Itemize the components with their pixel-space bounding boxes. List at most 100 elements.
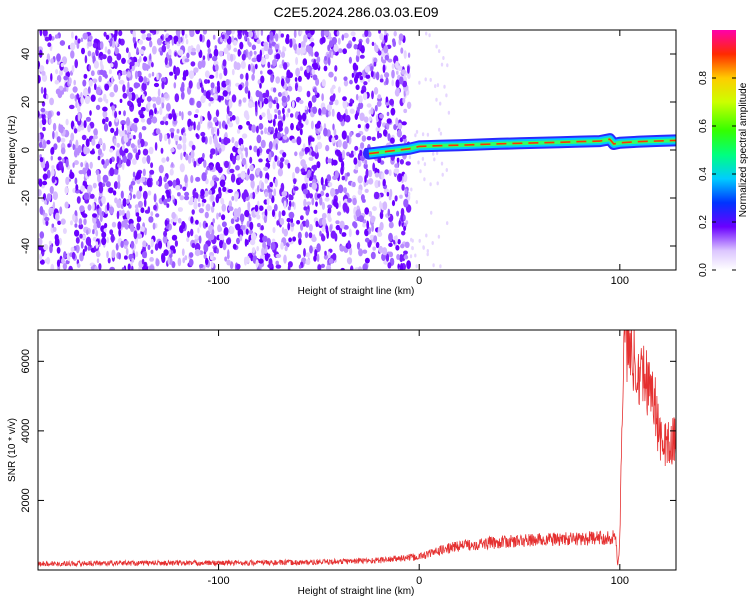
noise-speck <box>111 75 114 85</box>
noise-speck <box>225 30 232 36</box>
noise-speck <box>254 100 258 107</box>
noise-speck <box>297 231 302 240</box>
noise-speck <box>86 229 89 236</box>
noise-speck <box>358 215 365 223</box>
noise-speck <box>337 37 341 45</box>
noise-speck <box>156 38 163 46</box>
noise-speck <box>294 77 298 82</box>
noise-speck <box>203 253 207 260</box>
noise-speck <box>215 109 220 117</box>
noise-speck <box>371 223 374 232</box>
noise-speck <box>346 172 350 177</box>
noise-speck <box>74 229 80 237</box>
noise-speck <box>304 163 308 172</box>
noise-speck <box>321 234 326 242</box>
noise-speck <box>105 98 109 104</box>
noise-speck <box>111 221 117 228</box>
noise-speck <box>436 181 439 186</box>
noise-speck <box>321 184 326 191</box>
noise-speck <box>321 36 326 44</box>
noise-speck <box>224 124 228 130</box>
noise-speck <box>82 213 88 218</box>
noise-speck <box>321 201 325 210</box>
noise-speck <box>179 163 185 173</box>
noise-speck <box>384 54 389 61</box>
noise-speck <box>49 186 54 194</box>
noise-speck <box>166 43 170 50</box>
noise-speck <box>102 110 108 119</box>
noise-speck <box>403 108 408 114</box>
noise-speck <box>356 241 361 250</box>
noise-speck <box>250 192 253 199</box>
noise-speck <box>55 69 59 75</box>
noise-speck <box>108 206 115 214</box>
noise-speck <box>63 75 69 81</box>
noise-speck <box>332 159 338 166</box>
noise-speck <box>141 126 147 131</box>
noise-speck <box>377 50 382 56</box>
noise-speck <box>264 53 270 60</box>
noise-speck <box>330 187 336 197</box>
noise-speck <box>154 107 157 114</box>
noise-speck <box>263 166 269 171</box>
noise-speck <box>78 223 84 230</box>
noise-speck <box>298 238 302 246</box>
noise-speck <box>127 152 133 160</box>
noise-speck <box>147 244 151 250</box>
noise-speck <box>327 251 331 259</box>
spectrogram-ticks: -100 0 100 -40 -20 0 20 40 <box>20 30 676 287</box>
noise-speck <box>215 195 220 204</box>
noise-speck <box>274 178 278 188</box>
noise-speck <box>370 251 376 260</box>
noise-speck <box>388 242 393 247</box>
noise-speck <box>143 56 148 62</box>
noise-speck <box>50 155 53 161</box>
noise-speck <box>365 169 369 179</box>
noise-speck <box>425 31 428 36</box>
noise-speck <box>331 136 336 144</box>
noise-speck <box>230 53 234 62</box>
noise-speck <box>115 117 119 123</box>
noise-speck <box>374 172 380 178</box>
noise-speck <box>246 121 251 126</box>
noise-speck <box>56 136 61 143</box>
noise-speck <box>445 93 448 98</box>
noise-speck <box>348 228 352 238</box>
noise-speck <box>357 175 363 184</box>
noise-speck <box>275 260 280 266</box>
noise-speck <box>45 59 49 65</box>
noise-speck <box>197 202 201 208</box>
noise-speck <box>252 65 256 75</box>
noise-speck <box>181 248 185 256</box>
noise-speck <box>264 191 269 198</box>
snr-x-tick-label: 0 <box>416 575 422 587</box>
noise-speck <box>136 171 142 180</box>
noise-speck <box>205 230 211 239</box>
noise-speck <box>108 187 114 194</box>
noise-speck <box>161 81 165 90</box>
noise-speck <box>383 45 389 54</box>
noise-speck <box>184 174 188 184</box>
noise-speck <box>208 189 212 195</box>
noise-speck <box>325 225 329 234</box>
noise-speck <box>415 264 418 269</box>
noise-speck <box>224 160 229 169</box>
noise-speck <box>189 30 195 38</box>
noise-speck <box>231 195 235 201</box>
noise-speck <box>42 140 47 147</box>
noise-speck <box>82 79 87 87</box>
noise-speck <box>309 193 313 199</box>
noise-speck <box>328 258 334 264</box>
noise-speck <box>337 139 342 148</box>
noise-speck <box>303 206 308 211</box>
noise-speck <box>401 134 407 140</box>
noise-speck <box>302 188 309 195</box>
noise-speck <box>187 155 192 164</box>
noise-speck <box>105 34 110 40</box>
noise-speck <box>320 30 325 38</box>
noise-speck <box>266 238 271 246</box>
noise-speck <box>166 156 170 162</box>
noise-speck <box>136 70 142 78</box>
noise-speck <box>272 99 276 105</box>
noise-speck <box>202 55 206 60</box>
